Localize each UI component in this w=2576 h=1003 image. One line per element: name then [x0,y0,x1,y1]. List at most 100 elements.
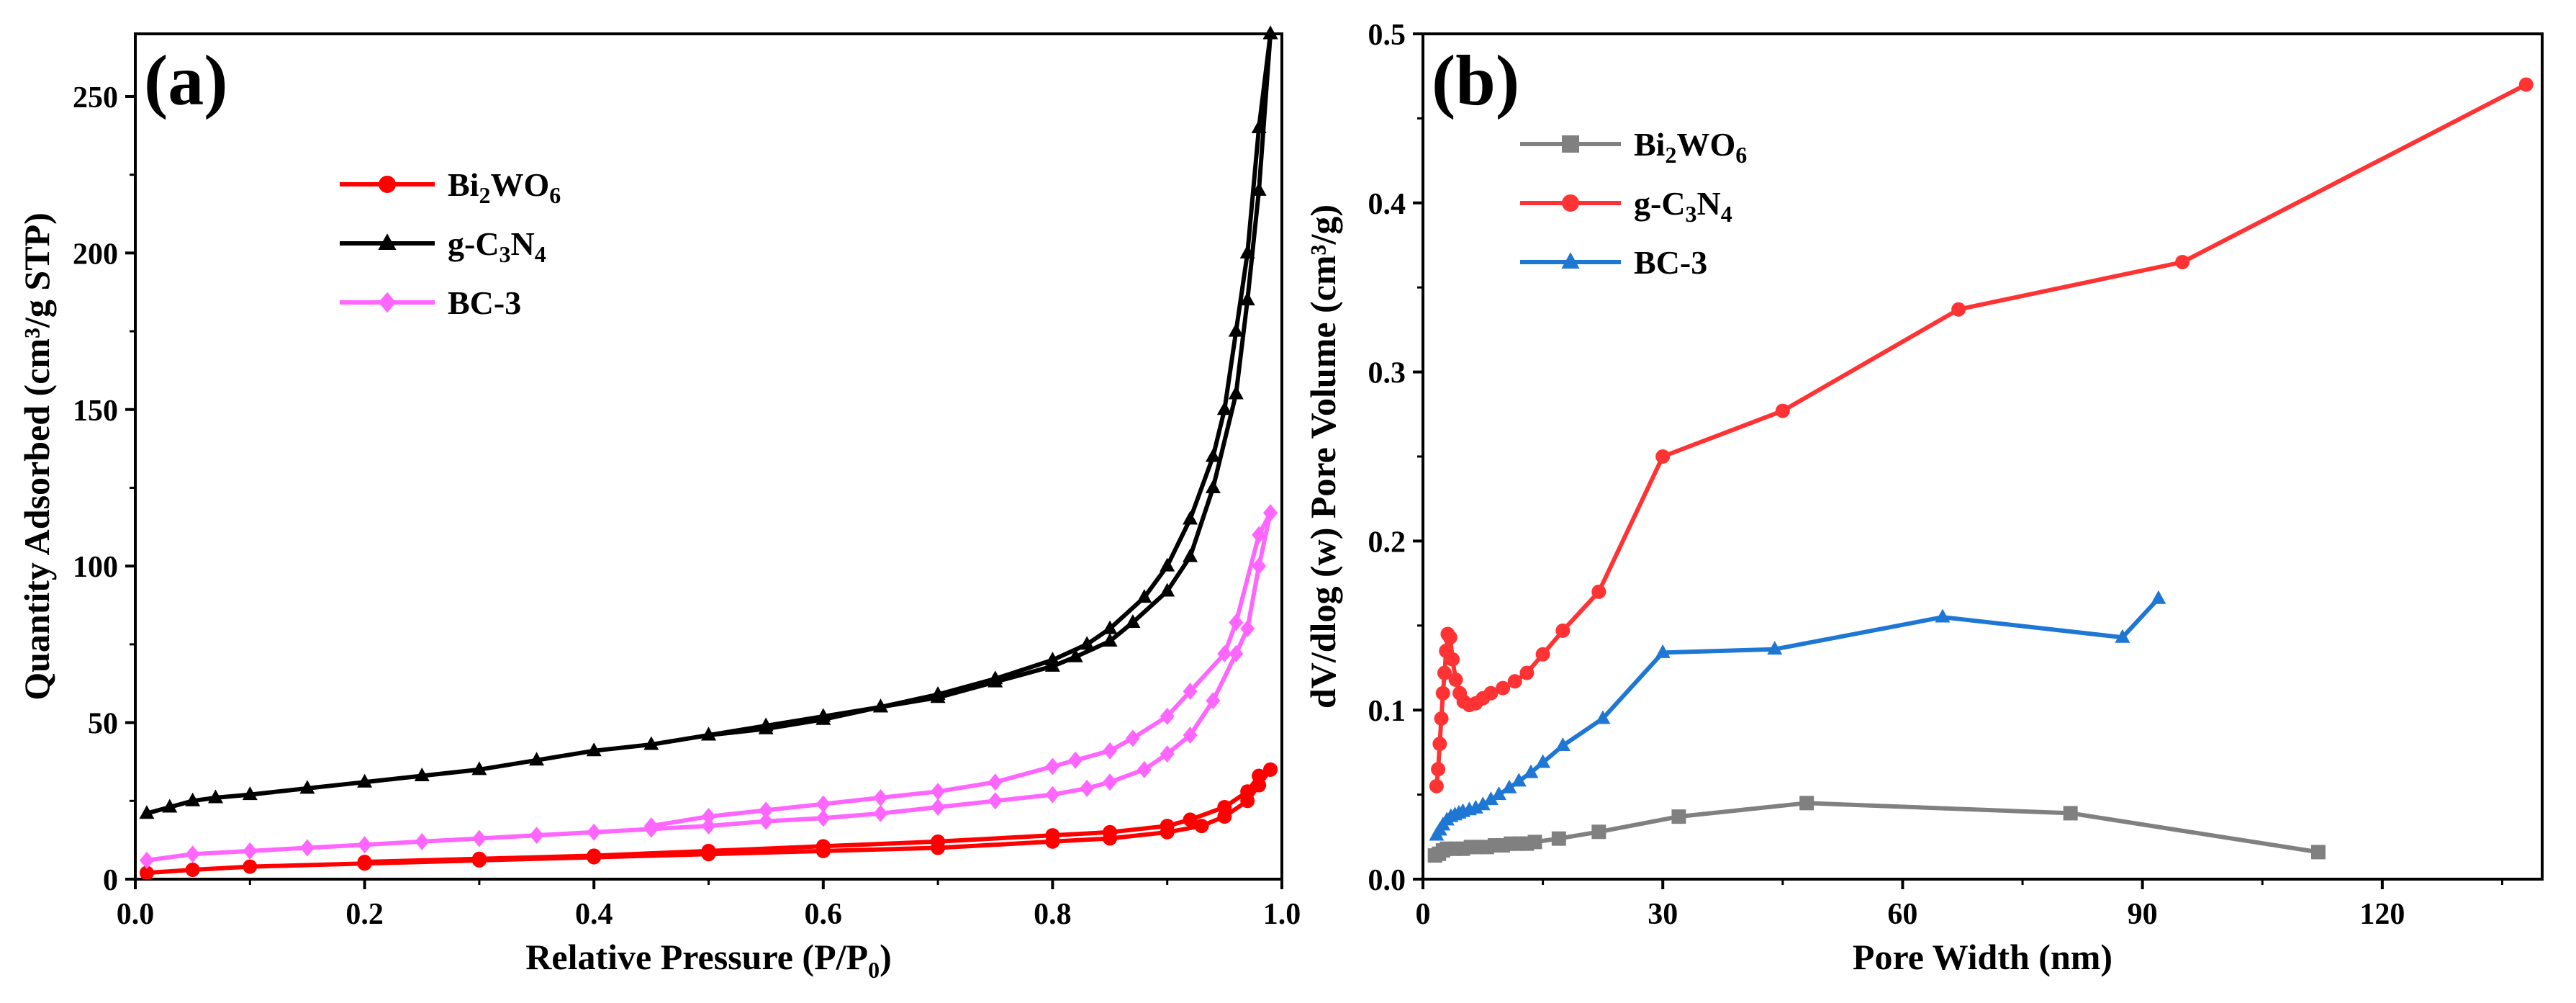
data-point [815,809,831,827]
data-point [1951,302,1966,317]
data-point [357,836,372,854]
data-point [701,808,716,826]
data-point [1251,181,1267,196]
data-point [815,708,831,722]
legend-marker [1562,194,1579,212]
data-point [139,805,155,819]
data-point [1217,644,1232,662]
series-BC-3 [1429,590,2166,841]
x-tick-label: 30 [1648,898,1678,931]
data-point [1228,323,1244,337]
data-point [1136,589,1152,603]
data-point [988,673,1003,688]
data-point [759,812,774,830]
data-point [1511,773,1527,787]
series-BC-3 [139,504,1278,869]
x-tick-label: 0.6 [805,898,843,931]
x-tick-label: 0.4 [575,898,613,931]
data-point [1442,630,1458,645]
y-tick-label: 0 [103,864,118,897]
data-point [1555,623,1571,638]
data-point [139,865,154,879]
data-point [1527,835,1542,850]
data-point [1429,778,1444,793]
legend: Bi2WO6 g-C3N4 BC-3 [1520,126,1747,281]
data-point [1435,685,1450,701]
series-Bi2WO6 [139,762,1278,879]
data-point [872,698,888,713]
y-tick-label: 0.1 [1368,695,1406,728]
legend-label: g-C3N4 [1634,185,1732,227]
data-point [931,783,946,801]
data-point [299,839,315,857]
data-point [1239,292,1255,306]
y-tick-label: 0.5 [1368,19,1406,52]
data-point [1136,760,1152,778]
y-axis-label: Quantity Adsorbed (cm³/g STP) [17,212,57,701]
data-point [1160,745,1175,763]
data-point [1655,449,1671,464]
data-point [1103,824,1118,840]
data-point [185,845,200,863]
data-point [1252,768,1267,783]
data-point [415,832,430,850]
data-point [701,817,716,835]
data-point [587,848,602,863]
data-point [242,786,258,801]
panel-a-chart: 0.0 0.2 0.4 0.6 0.8 1.0 0 50 100 150 200 250 Relativ… [17,25,1301,983]
data-point [139,851,154,869]
x-tick-label: 60 [1887,898,1917,931]
data-point [1160,707,1175,725]
data-point [2175,254,2190,269]
data-point [1240,620,1255,638]
legend-item: Bi2WO6 [340,166,561,208]
desorption-line [708,33,1273,737]
data-point [243,842,258,860]
data-point [1252,526,1267,544]
data-point [529,827,544,845]
data-point [1483,685,1499,701]
data-point [1448,672,1463,687]
legend-item: g-C3N4 [1520,185,1732,227]
data-point [1591,584,1606,599]
data-point [299,780,315,794]
data-point [1229,613,1244,631]
data-point [1045,828,1060,843]
data-point [873,804,888,822]
data-point [1523,764,1539,778]
data-point [529,752,545,766]
data-point [1767,641,1783,655]
data-point [1491,786,1507,801]
data-point [1183,726,1198,744]
data-point [815,795,831,813]
data-point [1535,754,1551,768]
x-tick-label: 0 [1416,898,1431,931]
data-point [1160,583,1175,597]
data-point [1183,511,1198,525]
x-tick-label: 90 [2128,898,2158,931]
data-point [1125,613,1141,628]
y-tick-label: 0.4 [1368,188,1406,221]
x-tick-label: 0.0 [117,898,155,931]
data-point [988,792,1003,810]
data-point [414,768,430,782]
legend-label: BC-3 [448,284,521,321]
data-point [1501,779,1517,793]
data-point [1102,633,1118,647]
y-tick-label: 0.0 [1368,864,1406,897]
y-tick-label: 0.3 [1368,357,1406,390]
legend-label: g-C3N4 [448,225,546,267]
series-line [1434,801,2319,858]
data-point [1935,608,1951,623]
legend-marker [1561,252,1580,269]
data-point [1240,784,1255,799]
data-point [701,843,716,858]
data-point [1595,710,1611,724]
y-axis-label: dV/dlog (w) Pore Volume (cm³/g) [1303,204,1343,709]
data-point [1655,644,1671,658]
data-point [1102,620,1118,634]
legend-item: Bi2WO6 [1520,126,1747,168]
legend-label: Bi2WO6 [1634,126,1747,168]
data-point [1183,548,1198,562]
data-point [1205,479,1221,493]
